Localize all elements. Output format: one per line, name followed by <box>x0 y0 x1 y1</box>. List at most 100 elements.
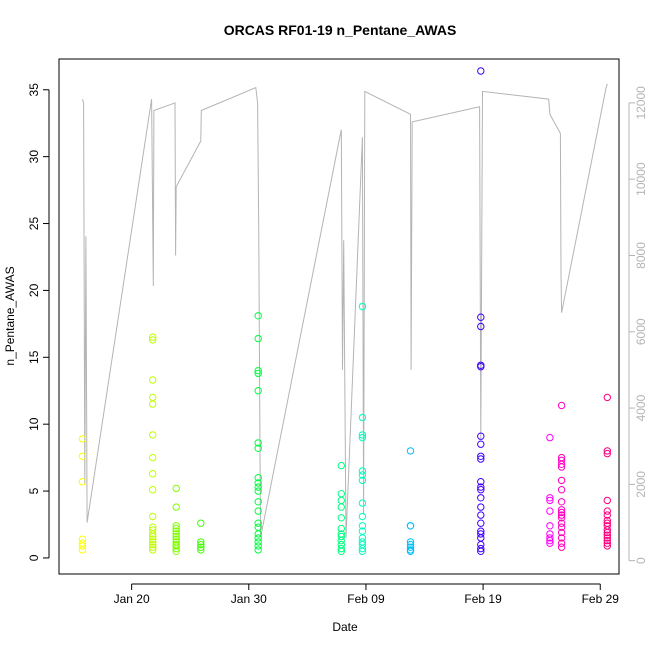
data-point <box>477 478 485 486</box>
data-point <box>254 546 262 554</box>
data-point <box>254 479 262 487</box>
data-point <box>172 484 180 493</box>
data-point <box>603 531 611 539</box>
data-point <box>557 508 566 517</box>
data-point <box>254 312 262 320</box>
data-point <box>149 535 157 543</box>
data-point <box>149 530 157 538</box>
plot-frame <box>58 58 620 575</box>
data-point <box>172 542 180 550</box>
data-point <box>254 487 262 495</box>
data-point <box>477 519 485 527</box>
x-tick-label: Feb 09 <box>347 592 385 606</box>
data-point <box>477 544 485 553</box>
data-point <box>557 401 566 410</box>
data-point <box>358 431 367 439</box>
data-point <box>172 527 180 535</box>
data-point <box>557 506 566 514</box>
data-point <box>254 498 262 506</box>
data-point <box>358 302 367 311</box>
data-point <box>406 522 415 530</box>
data-point <box>477 322 485 331</box>
data-point <box>149 336 157 344</box>
data-point <box>149 376 157 384</box>
data-point <box>557 463 566 471</box>
series-rf09 <box>477 67 485 555</box>
y-tick-label: 30 <box>27 150 41 164</box>
data-point <box>254 367 262 375</box>
data-point <box>172 524 180 533</box>
data-point <box>78 546 87 554</box>
data-point <box>557 460 566 468</box>
data-point <box>337 544 345 553</box>
data-point <box>406 447 415 455</box>
data-point <box>477 511 485 519</box>
data-point <box>477 440 485 448</box>
data-point <box>546 496 554 505</box>
data-point <box>149 532 157 541</box>
data-point <box>603 496 611 505</box>
data-point <box>557 519 566 527</box>
data-point <box>477 432 485 440</box>
data-point <box>149 333 157 341</box>
data-point <box>358 544 367 553</box>
data-points <box>78 67 611 555</box>
data-point <box>406 538 415 546</box>
data-point <box>603 528 611 537</box>
data-point <box>603 526 611 534</box>
data-point <box>149 470 157 478</box>
series-rf08 <box>406 447 415 555</box>
data-point <box>546 522 554 530</box>
data-point <box>172 530 180 538</box>
data-point <box>477 313 485 321</box>
data-point <box>78 452 87 460</box>
data-point <box>197 519 205 527</box>
y-tick-label: 15 <box>27 350 41 364</box>
series-rf12 <box>603 393 611 550</box>
data-point <box>358 471 367 479</box>
data-point <box>546 536 554 545</box>
data-point <box>546 539 554 547</box>
y-tick-label: 20 <box>27 283 41 297</box>
data-point <box>546 494 554 502</box>
x-tick-label: Feb 19 <box>464 592 502 606</box>
data-point <box>477 534 485 542</box>
data-point <box>358 499 367 507</box>
data-point <box>546 534 554 542</box>
data-point <box>358 512 367 521</box>
data-point <box>406 543 415 551</box>
y-tick-label: 0 <box>27 554 41 561</box>
data-point <box>149 546 157 554</box>
data-point <box>254 444 262 452</box>
data-point <box>78 542 87 550</box>
series-rf01 <box>78 435 87 554</box>
data-point <box>337 532 345 541</box>
data-point <box>603 511 611 519</box>
data-point <box>337 461 345 470</box>
data-point <box>172 547 180 555</box>
right-tick-label: 12000 <box>634 86 648 120</box>
data-point <box>337 524 345 533</box>
data-point <box>557 534 566 542</box>
data-point <box>557 511 566 519</box>
data-point <box>337 490 345 498</box>
data-point <box>406 547 415 555</box>
series-rf03 <box>172 484 180 555</box>
series-rf02 <box>149 333 157 554</box>
data-point <box>358 433 367 442</box>
data-point <box>254 538 262 546</box>
y-tick-label: 35 <box>27 83 41 97</box>
data-point <box>477 455 485 463</box>
data-point <box>149 393 157 402</box>
data-point <box>149 431 157 439</box>
data-point <box>254 542 262 550</box>
data-point <box>149 543 157 551</box>
data-point <box>477 530 485 538</box>
data-point <box>149 540 157 549</box>
data-point <box>358 467 367 475</box>
data-point <box>337 536 345 545</box>
data-point <box>254 507 262 515</box>
series-rf06 <box>337 461 345 555</box>
x-axis-label: Date <box>332 620 358 634</box>
